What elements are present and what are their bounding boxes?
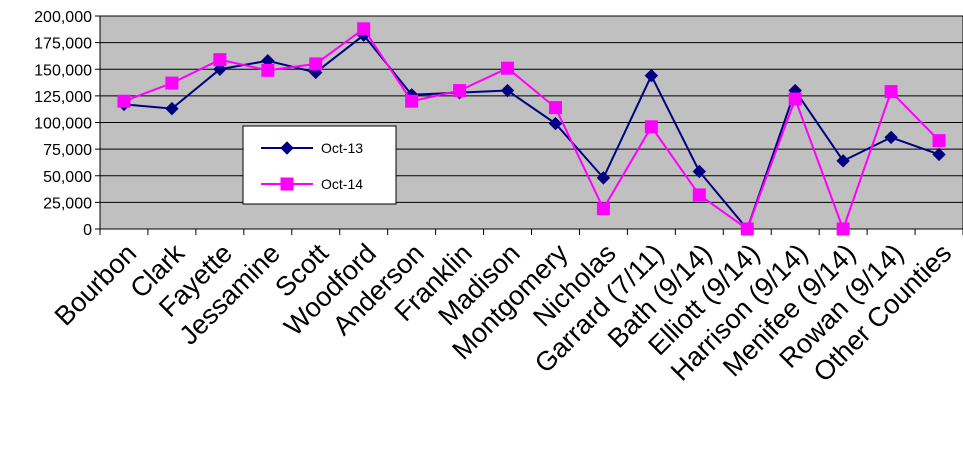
data-point-oct-13-fayette xyxy=(213,62,227,76)
y-tick-label: 75,000 xyxy=(43,142,92,159)
series-oct-14 xyxy=(117,22,946,236)
series-lines xyxy=(117,22,946,236)
data-point-oct-14-montgomery xyxy=(548,101,562,115)
data-point-oct-14-garrard-7-11 xyxy=(644,120,658,134)
data-point-oct-13-rowan-9-14 xyxy=(884,130,898,145)
data-point-oct-14-bath-9-14 xyxy=(692,188,706,202)
y-tick-label: 150,000 xyxy=(34,62,92,79)
data-point-oct-13-montgomery xyxy=(548,116,563,131)
data-point-oct-14-scott xyxy=(309,57,323,71)
data-point-oct-14-jessamine xyxy=(261,63,275,77)
data-point-oct-13-nicholas xyxy=(596,171,611,185)
y-tick-label: 100,000 xyxy=(34,116,92,133)
data-point-oct-14-woodford xyxy=(357,22,371,36)
legend: Oct-13 Oct-14 xyxy=(242,125,397,205)
data-point-oct-13-other-counties xyxy=(932,147,946,162)
series-line-oct-14 xyxy=(123,27,940,232)
legend-marker-oct-13 xyxy=(280,141,294,155)
data-point-oct-14-franklin xyxy=(453,84,467,98)
data-point-oct-14-elliott-9-14 xyxy=(740,222,754,236)
data-point-oct-14-rowan-9-14 xyxy=(884,85,898,99)
y-tick-label: 175,000 xyxy=(34,36,92,53)
data-point-oct-14-harrison-9-14 xyxy=(788,92,802,106)
data-point-oct-14-nicholas xyxy=(596,202,610,216)
data-point-oct-14-clark xyxy=(165,76,179,90)
data-point-oct-14-other-counties xyxy=(932,134,946,148)
data-point-oct-13-menifee-9-14 xyxy=(836,154,850,168)
y-tick-label: 0 xyxy=(83,222,92,239)
data-point-oct-14-madison xyxy=(501,61,515,75)
data-point-oct-13-madison xyxy=(500,83,515,98)
data-point-oct-13-bath-9-14 xyxy=(692,164,707,179)
data-point-oct-14-anderson xyxy=(405,94,419,108)
y-tick-label: 200,000 xyxy=(34,9,92,26)
y-tick-label: 25,000 xyxy=(43,195,92,212)
x-tick-labels: BourbonClarkFayetteJessamineScottWoodfor… xyxy=(49,238,957,388)
series-line-oct-13 xyxy=(123,33,940,232)
y-tick-labels: 0 25,000 50,000 75,000 100,000 125,000 150,000… xyxy=(34,9,92,239)
data-point-oct-13-clark xyxy=(165,101,179,116)
legend-label-oct-14: Oct-14 xyxy=(321,176,363,192)
data-point-oct-14-menifee-9-14 xyxy=(836,222,850,236)
y-tick-label: 125,000 xyxy=(34,89,92,106)
data-point-oct-13-garrard-7-11 xyxy=(644,68,659,83)
data-point-oct-14-bourbon xyxy=(117,94,131,108)
data-point-oct-14-fayette xyxy=(213,53,227,67)
legend-label-oct-13: Oct-13 xyxy=(321,140,363,156)
y-tick-label: 50,000 xyxy=(43,169,92,186)
legend-marker-oct-14 xyxy=(280,177,294,191)
legend-box xyxy=(242,125,397,205)
axes xyxy=(95,15,963,235)
